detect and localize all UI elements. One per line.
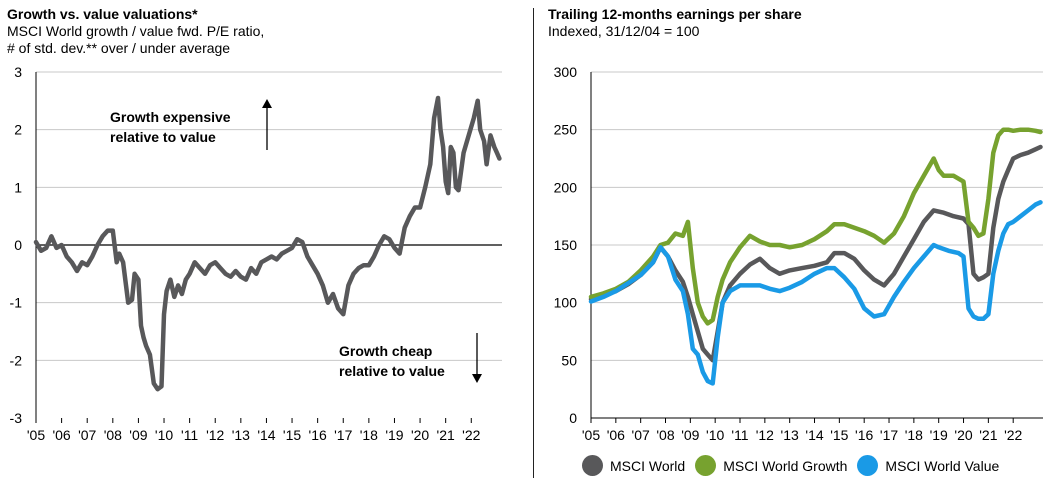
left-x-tick-label: '10 <box>155 427 173 443</box>
legend-item-msci-world: MSCI World <box>582 455 685 476</box>
annotation-growth-cheap-line1: Growth cheap <box>339 343 432 359</box>
right-x-tick-label: '11 <box>731 427 748 443</box>
right-x-tick-label: '18 <box>905 427 923 443</box>
left-y-tick-label: 1 <box>14 179 22 195</box>
left-series-line-series-0 <box>33 95 502 392</box>
right-y-tick-label: 300 <box>554 64 578 80</box>
left-chart: 3 2 1 0 -1 -2 -3 '05 '06 '07 '08 '09 '10 '11 '12 '13 '1… <box>10 64 502 443</box>
legend-swatch-msci-world-value <box>857 455 879 476</box>
right-y-tick-label: 150 <box>554 237 578 253</box>
right-chart: 300 250 200 150 100 50 0 '05 '06 '07 '08 '09 '10 '11… <box>554 64 1043 443</box>
left-y-tick-label: -2 <box>10 352 23 368</box>
left-x-tick-label: '18 <box>360 427 378 443</box>
left-y-tick-label: -1 <box>10 295 23 311</box>
left-chart-subtitle-1: MSCI World growth / value fwd. P/E ratio… <box>7 23 265 39</box>
right-x-axis: '05 '06 '07 '08 '09 '10 '11 '12 '13 '14 '15 '16 '17 '… <box>582 418 1023 443</box>
right-y-tick-label: 0 <box>569 410 577 426</box>
right-x-tick-label: '17 <box>880 427 898 443</box>
legend-swatch-msci-world <box>582 455 603 476</box>
panel-divider <box>533 8 534 478</box>
right-chart-title: Trailing 12-months earnings per share <box>548 6 802 22</box>
legend-label-msci-world-value: MSCI World Value <box>885 457 1000 474</box>
legend-item-msci-world-growth: MSCI World Growth <box>695 455 847 476</box>
left-x-axis: '05 '06 '07 '08 '09 '10 '11 '12 '13 '14 '15 '16 '17 '… <box>27 418 481 443</box>
right-series-line-msci-world-value <box>588 200 1043 386</box>
right-y-tick-label: 50 <box>561 352 577 368</box>
right-x-tick-label: '07 <box>632 427 650 443</box>
arrow-down-icon <box>472 333 482 383</box>
left-chart-subtitle-2: # of std. dev.** over / under average <box>7 40 231 56</box>
right-x-tick-label: '21 <box>979 427 997 443</box>
right-x-tick-label: '12 <box>756 427 774 443</box>
left-x-tick-label: '11 <box>181 427 198 443</box>
legend-label-msci-world: MSCI World <box>610 457 686 474</box>
left-y-tick-label: 0 <box>14 237 22 253</box>
right-x-tick-label: '08 <box>656 427 674 443</box>
right-chart-legend: MSCI World MSCI World Growth MSCI World … <box>582 455 1009 476</box>
right-x-tick-label: '20 <box>954 427 972 443</box>
right-chart-subtitle: Indexed, 31/12/04 = 100 <box>548 23 700 39</box>
left-series-group <box>33 95 502 392</box>
right-y-axis: 300 250 200 150 100 50 0 <box>554 64 578 426</box>
left-x-tick-label: '20 <box>411 427 429 443</box>
right-x-tick-label: '09 <box>681 427 699 443</box>
left-x-tick-label: '09 <box>129 427 147 443</box>
left-x-tick-label: '21 <box>437 427 455 443</box>
right-y-tick-label: 250 <box>554 122 578 138</box>
arrow-up-icon <box>262 99 272 150</box>
right-x-tick-label: '15 <box>830 427 848 443</box>
right-y-tick-label: 200 <box>554 179 578 195</box>
right-x-tick-label: '10 <box>706 427 724 443</box>
left-x-tick-label: '17 <box>334 427 352 443</box>
right-x-tick-label: '06 <box>607 427 625 443</box>
right-x-tick-label: '14 <box>805 427 823 443</box>
left-x-tick-label: '22 <box>462 427 480 443</box>
right-x-tick-label: '13 <box>781 427 799 443</box>
right-series-group <box>588 127 1043 386</box>
right-x-tick-label: '19 <box>930 427 948 443</box>
left-x-tick-label: '16 <box>309 427 327 443</box>
left-y-tick-label: 3 <box>14 64 22 80</box>
left-x-tick-label: '07 <box>78 427 96 443</box>
right-y-tick-label: 100 <box>554 295 578 311</box>
right-x-tick-label: '05 <box>582 427 600 443</box>
annotation-growth-expensive-line2: relative to value <box>110 129 216 145</box>
annotation-growth-expensive-line1: Growth expensive <box>110 109 231 125</box>
legend-label-msci-world-growth: MSCI World Growth <box>723 457 848 474</box>
left-grid <box>36 71 502 361</box>
left-x-tick-label: '15 <box>283 427 301 443</box>
left-x-tick-label: '06 <box>52 427 70 443</box>
legend-item-msci-world-value: MSCI World Value <box>857 455 999 476</box>
left-y-axis: 3 2 1 0 -1 -2 -3 <box>10 64 23 426</box>
left-x-tick-label: '14 <box>257 427 275 443</box>
left-x-tick-label: '12 <box>206 427 224 443</box>
left-y-tick-label: -3 <box>10 410 23 426</box>
left-x-tick-label: '19 <box>385 427 403 443</box>
left-chart-title: Growth vs. value valuations* <box>7 6 198 22</box>
left-x-tick-label: '08 <box>104 427 122 443</box>
right-series-line-msci-world <box>588 144 1043 363</box>
left-x-tick-label: '05 <box>27 427 45 443</box>
legend-swatch-msci-world-growth <box>695 455 717 476</box>
annotation-growth-cheap-line2: relative to value <box>339 363 445 379</box>
right-x-tick-label: '22 <box>1004 427 1022 443</box>
right-series-line-msci-world-growth <box>588 127 1043 326</box>
left-x-tick-label: '13 <box>232 427 250 443</box>
left-y-tick-label: 2 <box>14 122 22 138</box>
right-x-tick-label: '16 <box>855 427 873 443</box>
